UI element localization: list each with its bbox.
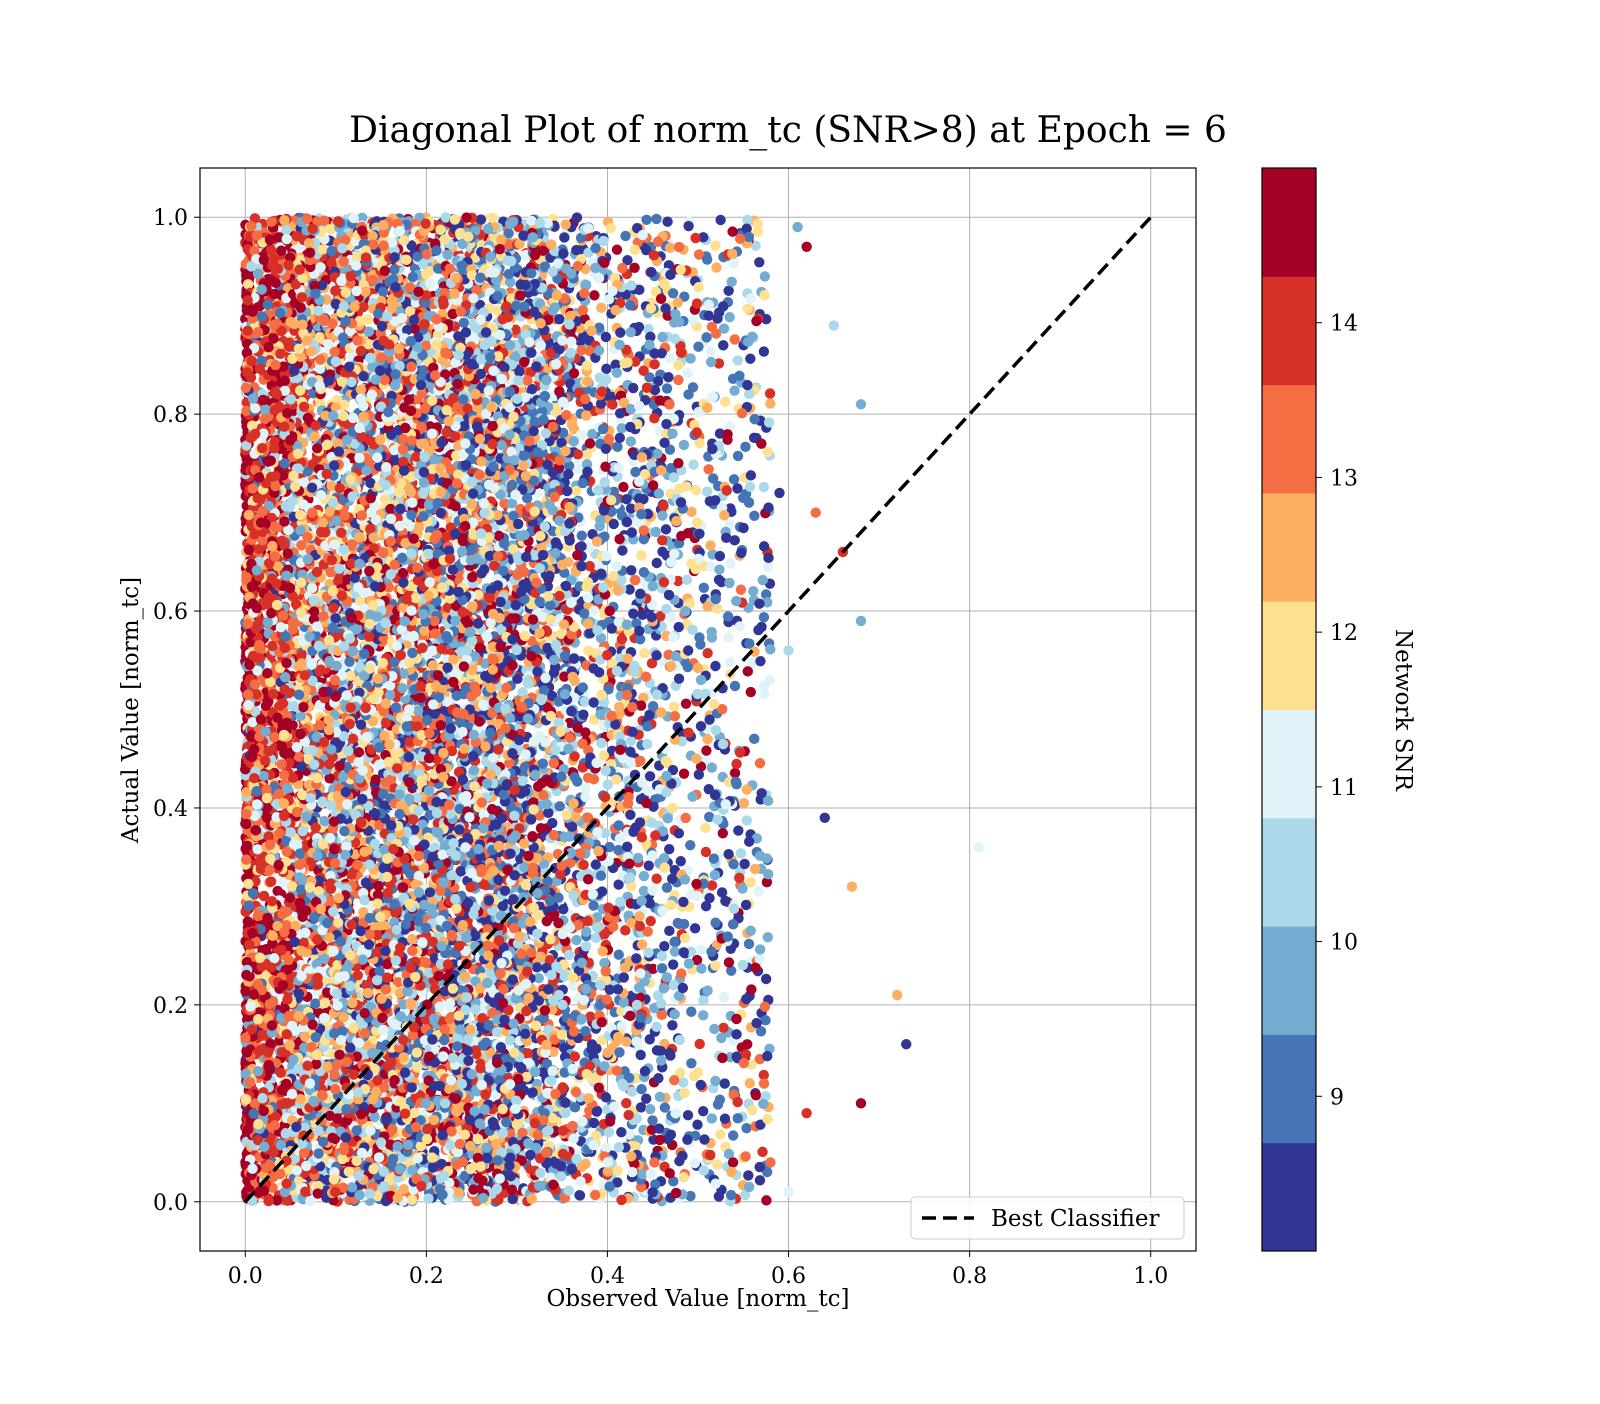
chart-title: Diagonal Plot of norm_tc (SNR>8) at Epoc… [349, 110, 1227, 151]
scatter-point [683, 368, 693, 378]
scatter-point [730, 334, 740, 344]
scatter-point [690, 923, 700, 933]
scatter-point [615, 327, 625, 337]
scatter-point [698, 1010, 708, 1020]
scatter-point [725, 558, 735, 568]
scatter-point [749, 734, 759, 744]
scatter-point [644, 861, 654, 871]
scatter-point [765, 388, 775, 398]
scatter-point [702, 734, 712, 744]
scatter-point [730, 768, 740, 778]
scatter-point [763, 932, 773, 942]
scatter-point [617, 634, 627, 644]
scatter-point [639, 871, 649, 881]
scatter-point [688, 315, 698, 325]
scatter-point [731, 596, 741, 606]
scatter-point [741, 900, 751, 910]
scatter-point [712, 1160, 722, 1170]
scatter-point [652, 558, 662, 568]
scatter-point [673, 360, 683, 370]
scatter-point [736, 848, 746, 858]
scatter-point [745, 293, 755, 303]
scatter-point [710, 240, 720, 250]
scatter-point [272, 886, 282, 896]
scatter-point [719, 992, 729, 1002]
scatter-point [715, 1129, 725, 1139]
scatter-point [702, 648, 712, 658]
scatter-point [645, 916, 655, 926]
scatter-point [755, 758, 765, 768]
scatter-point [706, 346, 716, 356]
scatter-point [651, 214, 661, 224]
scatter-point [741, 1123, 751, 1133]
scatter-point [679, 1172, 689, 1182]
scatter-point [243, 279, 253, 289]
scatter-points [240, 212, 984, 1207]
scatter-point [742, 815, 752, 825]
scatter-point [679, 769, 689, 779]
scatter-point [751, 1090, 761, 1100]
scatter-point [738, 523, 748, 533]
scatter-point [741, 994, 751, 1004]
scatter-point [580, 783, 590, 793]
scatter-point [759, 346, 769, 356]
scatter-point [678, 1077, 688, 1087]
scatter-point [759, 541, 769, 551]
scatter-point [657, 535, 667, 545]
scatter-point [734, 873, 744, 883]
scatter-point [731, 759, 741, 769]
scatter-point [627, 1086, 637, 1096]
scatter-point [614, 949, 624, 959]
scatter-point [760, 271, 770, 281]
scatter-point [639, 648, 649, 658]
scatter-point [601, 364, 611, 374]
scatter-point [729, 474, 739, 484]
scatter-point [698, 1106, 708, 1116]
scatter-point [662, 383, 672, 393]
scatter-point [683, 1110, 693, 1120]
scatter-point [674, 674, 684, 684]
scatter-point [759, 482, 769, 492]
scatter-point [720, 1114, 730, 1124]
scatter-point [688, 459, 698, 469]
scatter-point [723, 849, 733, 859]
scatter-point [692, 1120, 702, 1130]
scatter-point [691, 485, 701, 495]
